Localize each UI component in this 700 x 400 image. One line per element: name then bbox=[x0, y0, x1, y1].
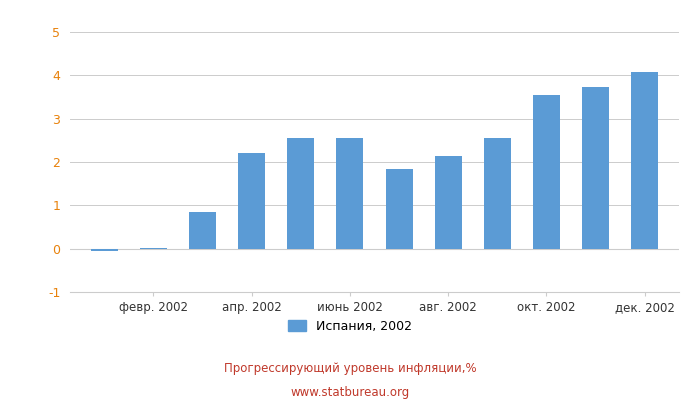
Bar bbox=[533, 95, 560, 249]
Bar bbox=[631, 72, 658, 249]
Legend: Испания, 2002: Испания, 2002 bbox=[283, 315, 417, 338]
Text: Прогрессирующий уровень инфляции,%: Прогрессирующий уровень инфляции,% bbox=[224, 362, 476, 375]
Bar bbox=[337, 138, 363, 249]
Bar bbox=[91, 249, 118, 251]
Text: www.statbureau.org: www.statbureau.org bbox=[290, 386, 410, 399]
Bar bbox=[287, 138, 314, 249]
Bar bbox=[484, 138, 511, 249]
Bar bbox=[140, 248, 167, 249]
Bar bbox=[386, 168, 412, 249]
Bar bbox=[435, 156, 462, 249]
Bar bbox=[582, 88, 609, 249]
Bar bbox=[189, 212, 216, 249]
Bar bbox=[238, 153, 265, 249]
